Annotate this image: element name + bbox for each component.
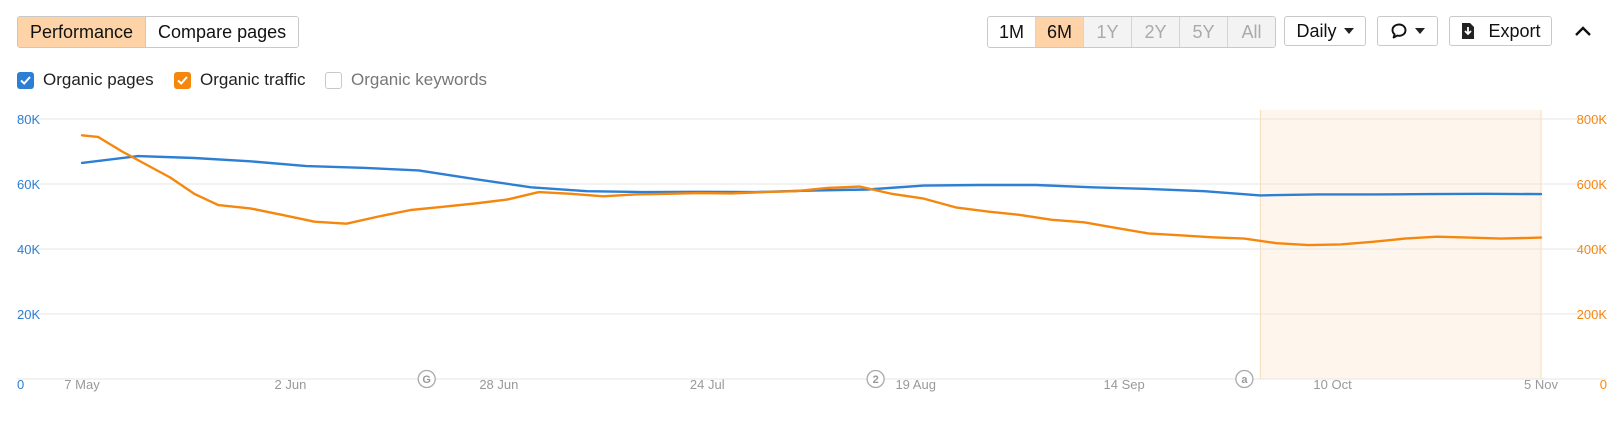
y-left-tick-label: 80K [17,112,40,127]
checkbox-unchecked-icon[interactable] [325,71,342,89]
legend-organic-keywords[interactable]: Organic keywords [325,70,487,90]
range-all-button[interactable]: All [1227,17,1275,47]
x-tick-label: 14 Sep [1104,377,1145,392]
interval-label: Daily [1296,20,1337,41]
chevron-down-icon [1415,28,1425,34]
annotation-label: a [1241,374,1248,386]
annotation-marker [417,369,436,389]
y-left-tick-label: 60K [17,177,40,192]
performance-line-chart: 0 20K 40K 60K 80K 0 200K 400K 600K 800K 7 May 2 Jun… [17,110,1608,392]
annotation-label: G [422,374,431,386]
y-right-tick-label: 200K [1577,307,1608,322]
checkbox-checked-icon[interactable] [17,71,34,89]
annotation-label: 2 [873,374,879,386]
interval-dropdown[interactable]: Daily [1284,16,1366,46]
y-right-tick-label: 0 [1600,377,1607,392]
date-range-selector: 1M 6M 1Y 2Y 5Y All [987,16,1276,48]
organic-traffic-line [80,134,1543,247]
legend-organic-traffic[interactable]: Organic traffic [174,70,306,90]
x-tick-label: 24 Jul [690,377,725,392]
annotation-marker [1235,369,1254,389]
comment-icon [1391,23,1407,39]
export-button[interactable]: Export [1449,16,1552,46]
download-icon [1462,23,1475,39]
legend-label: Organic pages [43,70,154,89]
range-1m-button[interactable]: 1M [988,17,1035,47]
range-6m-button[interactable]: 6M [1035,17,1083,47]
legend-label: Organic keywords [351,70,488,89]
annotations-dropdown[interactable] [1377,16,1438,46]
range-1y-button[interactable]: 1Y [1083,17,1131,47]
chevron-up-icon[interactable] [1574,24,1592,38]
x-tick-label: 5 Nov [1524,377,1558,392]
annotation-marker [866,369,885,389]
y-left-tick-label: 20K [17,307,40,322]
export-label: Export [1488,20,1541,41]
tab-compare-pages[interactable]: Compare pages [145,17,299,47]
y-right-tick-label: 800K [1577,112,1608,127]
view-tabs: Performance Compare pages [17,16,300,48]
y-right-tick-label: 600K [1577,177,1608,192]
y-left-tick-label: 0 [17,377,24,392]
y-right-tick-label: 400K [1577,242,1608,257]
x-tick-label: 19 Aug [895,377,936,392]
range-5y-button[interactable]: 5Y [1179,17,1227,47]
legend-label: Organic traffic [200,70,306,89]
tab-performance[interactable]: Performance [18,17,146,47]
x-tick-label: 28 Jun [479,377,518,392]
x-tick-label: 2 Jun [275,377,307,392]
x-tick-label: 7 May [64,377,100,392]
legend-organic-pages[interactable]: Organic pages [17,70,154,90]
x-tick-label: 10 Oct [1313,377,1352,392]
chevron-down-icon [1343,28,1354,34]
range-2y-button[interactable]: 2Y [1131,17,1179,47]
checkbox-checked-icon[interactable] [174,71,191,89]
y-left-tick-label: 40K [17,242,40,257]
